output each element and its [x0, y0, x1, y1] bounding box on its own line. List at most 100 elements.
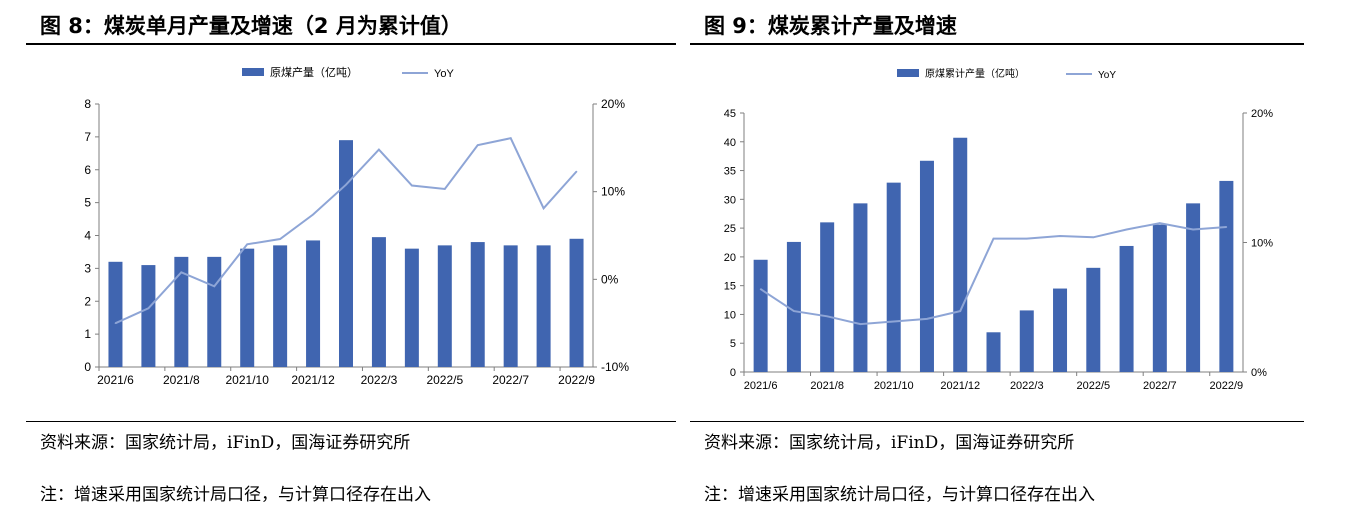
bar [1152, 224, 1167, 372]
bar [886, 182, 901, 372]
legend-line-label: YoY [1098, 70, 1116, 81]
yoy-point [1025, 237, 1028, 240]
yoy-point [1125, 228, 1128, 231]
yoy-point [246, 243, 248, 246]
x-tick-label: 2021/6 [97, 373, 134, 387]
bar [1219, 180, 1234, 372]
x-tick-label: 2022/7 [492, 373, 529, 387]
yoy-point [279, 238, 281, 240]
x-tick-label: 2021/12 [291, 373, 335, 387]
figure-9-title: 图 9：煤炭累计产量及增速 [704, 14, 957, 38]
y-tick-label: 20 [724, 252, 736, 264]
bar [470, 242, 485, 367]
yoy-point [147, 307, 150, 310]
legend-bar-swatch [897, 69, 919, 77]
yoy-point [312, 213, 314, 216]
bar [273, 245, 288, 367]
y-tick-label: 35 [724, 166, 736, 178]
y-tick-label: 5 [84, 196, 91, 210]
yoy-point [378, 148, 380, 151]
bar [536, 245, 551, 367]
y2-tick-label: 20% [1251, 108, 1273, 120]
bar [174, 256, 189, 367]
bar [1119, 245, 1134, 372]
bar [1019, 310, 1034, 372]
x-tick-label: 2022/3 [361, 373, 398, 387]
yoy-point [793, 310, 795, 312]
yoy-point [444, 188, 446, 190]
x-tick-label: 2021/10 [226, 373, 270, 387]
bar [986, 332, 1001, 372]
yoy-point [759, 288, 762, 290]
x-tick-label: 2022/7 [1143, 380, 1177, 392]
yoy-point [1159, 222, 1161, 224]
bar [820, 222, 835, 372]
yoy-point [213, 285, 216, 288]
x-tick-label: 2021/8 [163, 373, 200, 387]
x-tick-label: 2022/3 [1010, 380, 1044, 392]
y-tick-label: 1 [84, 327, 91, 341]
y-tick-label: 40 [724, 137, 736, 149]
x-tick-label: 2022/9 [1210, 380, 1244, 392]
legend-line-label: YoY [434, 68, 454, 80]
y2-tick-label: 0% [601, 272, 619, 286]
y-tick-label: 0 [730, 367, 736, 379]
figure-9-note: 注：增速采用国家统计局口径，与计算口径存在出入 [704, 485, 1095, 505]
yoy-point [345, 183, 347, 186]
y2-tick-label: 0% [1251, 367, 1267, 379]
y2-tick-label: 20% [601, 97, 625, 111]
bar [569, 238, 584, 367]
x-tick-label: 2022/9 [558, 373, 595, 387]
bar [207, 256, 222, 367]
y-tick-label: 8 [84, 97, 91, 111]
y2-tick-label: -10% [601, 360, 629, 374]
y-tick-label: 5 [730, 338, 736, 350]
yoy-point [1192, 228, 1194, 231]
y-tick-label: 6 [84, 163, 91, 177]
bar [919, 160, 934, 372]
y-tick-label: 3 [84, 261, 91, 275]
yoy-point [476, 144, 479, 147]
x-tick-label: 2021/10 [874, 380, 914, 392]
y-tick-label: 45 [724, 108, 736, 120]
figure-8-title: 图 8：煤炭单月产量及增速（2 月为累计值） [40, 14, 462, 38]
y-tick-label: 15 [724, 281, 736, 293]
x-tick-label: 2021/12 [940, 380, 980, 392]
y-tick-label: 25 [724, 223, 736, 235]
yoy-point [575, 170, 578, 173]
figure-8-panel: 图 8：煤炭单月产量及增速（2 月为累计值） 0 1 2 3 4 5 6 7 8 -10% 0% 10… [26, 0, 676, 519]
figure-9-panel: 图 9：煤炭累计产量及增速 0 5 10 15 20 25 30 35 40 45 0% 10% 20%… [690, 0, 1304, 519]
legend-bar-label: 原煤累计产量（亿吨） [925, 67, 1025, 80]
y-tick-label: 30 [724, 194, 736, 206]
figure-8-source: 资料来源：国家统计局，iFinD，国海证券研究所 [40, 433, 411, 453]
yoy-point [992, 237, 995, 240]
bar [141, 265, 156, 367]
yoy-point [1092, 236, 1095, 239]
yoy-point [542, 207, 545, 210]
y2-tick-label: 10% [601, 185, 625, 199]
yoy-point [1059, 235, 1061, 237]
y-tick-label: 4 [84, 229, 91, 243]
bar [339, 140, 353, 367]
yoy-point [1225, 226, 1228, 228]
y-tick-label: 2 [84, 294, 91, 308]
x-tick-label: 2022/5 [1076, 380, 1110, 392]
bar [371, 237, 386, 367]
yoy-point [411, 184, 413, 187]
figure-9-top-rule [690, 43, 1304, 45]
yoy-point [826, 315, 828, 318]
x-tick-label: 2021/6 [744, 380, 778, 392]
bar [240, 248, 255, 367]
bar [503, 245, 518, 367]
legend-bar-swatch [242, 68, 264, 76]
bar [753, 259, 768, 372]
y-tick-label: 0 [84, 360, 91, 374]
yoy-point [114, 322, 117, 324]
y-tick-label: 7 [84, 130, 91, 144]
bar [306, 240, 321, 367]
bar [404, 248, 419, 367]
figure-9-chart: 0 5 10 15 20 25 30 35 40 45 0% 10% 20% 2021/6 2021/8 20… [724, 67, 1273, 392]
y2-tick-label: 10% [1251, 238, 1273, 250]
figure-8-chart: 0 1 2 3 4 5 6 7 8 -10% 0% 10% 20% 2021/6 2021/8 2021/10… [84, 65, 629, 387]
bar [108, 261, 123, 367]
